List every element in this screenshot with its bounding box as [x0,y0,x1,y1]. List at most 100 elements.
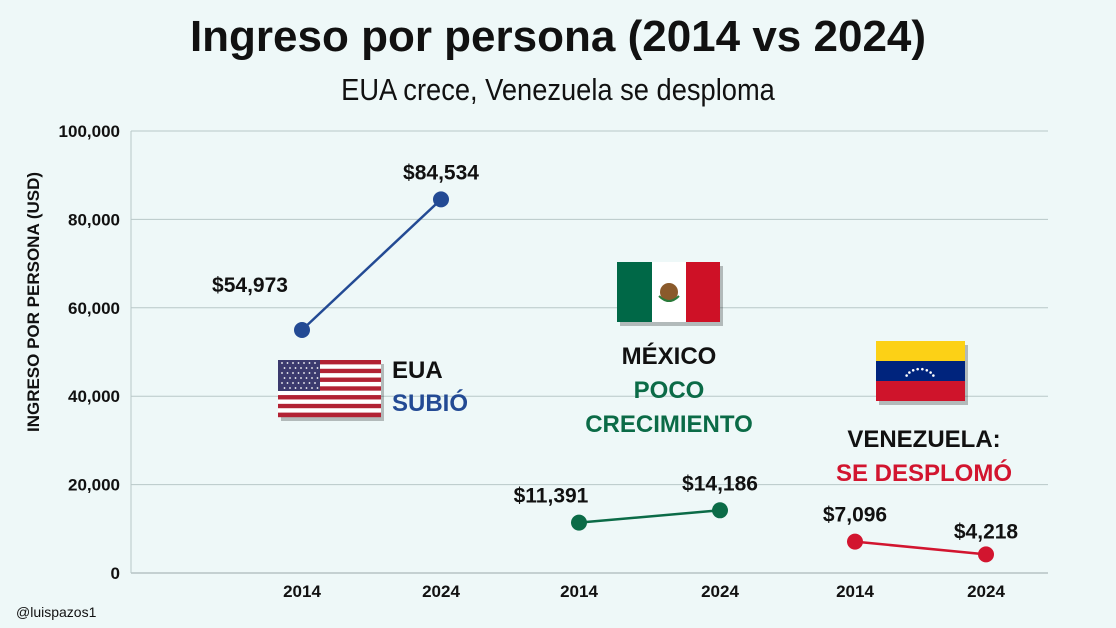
annotation-status: SE DESPLOMÓ [836,459,1012,487]
series-line [854,540,987,556]
flag-star [303,362,305,364]
flag-star [311,387,313,389]
flag-star [311,367,313,369]
annotation-status: CRECIMIENTO [585,411,753,438]
flag-band [876,341,965,361]
flag-star [308,362,311,364]
flag-stripe [278,364,381,369]
flag-star [281,372,283,374]
x-tick-label: 2014 [836,582,874,601]
flag-stripe [278,360,381,365]
flag-star [292,382,294,384]
x-tick-label: 2014 [560,582,598,601]
flag-band [617,262,652,322]
data-label: $7,096 [823,504,887,527]
x-tick-label: 2024 [967,582,1005,601]
flag-stripe [278,377,381,383]
flag-star [316,387,319,389]
flag-star [305,387,308,389]
flag-star [905,374,908,377]
y-axis-label: INGRESO POR PERSONA (USD) [24,172,43,432]
flag-star [292,372,294,374]
data-label: $14,186 [682,472,758,495]
flag-star [300,377,302,379]
flag-star [294,377,297,379]
flag-star [283,367,286,369]
flag-stripe [278,399,381,405]
y-tick-label: 80,000 [68,210,120,229]
flag-star [305,367,308,369]
flag-stripe [278,373,381,378]
flag-star [305,377,308,379]
flag-star [286,372,289,374]
flag-star [281,382,283,384]
flag-star [925,369,929,372]
flag-star [283,387,286,389]
data-point [433,191,449,208]
flag-stripe [278,412,381,418]
data-label: $4,218 [954,520,1019,543]
flag-stripe [278,395,381,400]
flag-star [297,362,300,364]
y-tick-label: 40,000 [68,387,120,406]
data-label: $84,534 [403,161,479,184]
flag-star [314,372,316,374]
data-point [978,546,994,563]
series-0: $54,973 $84,534 [212,161,479,339]
flag-emblem-wreath [658,295,680,302]
credit: @luispazos1 [16,604,97,620]
flag-star [303,372,305,374]
flag-star [294,387,297,389]
flag-stripe [278,368,381,374]
flag-star [929,371,932,374]
series-line [578,509,721,524]
flag-star [281,362,283,364]
flag-stripe [278,390,381,396]
flag-band [686,262,720,322]
flag-star [297,372,300,374]
data-label: $54,973 [212,274,288,297]
flag-canton [278,360,320,391]
data-point [294,322,310,339]
flag-star [308,372,311,374]
flag-star [283,377,286,379]
flag-stripe [278,408,381,413]
data-point [571,514,587,531]
flag-stripe [278,403,381,409]
flag-star [314,382,316,384]
annotation-status: SUBIÓ [392,389,468,417]
annotation-country: EUA [392,357,443,384]
flag-star [908,371,911,374]
chart-title: Ingreso por persona (2014 vs 2024) [189,12,927,61]
annotation-country: MÉXICO [622,342,717,370]
flag-star [289,367,291,369]
flag-star [286,362,289,364]
flag-star [921,367,924,371]
x-tick-label: 2024 [701,582,739,601]
flag-star [289,387,291,389]
y-tick-label: 60,000 [68,299,120,318]
data-label: $11,391 [514,485,589,508]
mexico-flag-icon [617,262,723,326]
flag-stripe [278,386,381,391]
y-tick-label: 0 [111,564,120,583]
flag-star [916,367,919,371]
data-point [847,533,863,550]
y-tick-label: 20,000 [68,476,120,495]
flag-star [292,362,294,364]
flag-star [303,382,305,384]
y-tick-label: 100,000 [59,122,120,141]
flag-stripe [278,381,381,387]
flag-star [286,382,289,384]
flag-star [294,367,297,369]
flag-star [289,377,291,379]
data-point [712,502,728,519]
flag-star [316,367,319,369]
x-tick-label: 2024 [422,582,460,601]
flag-star [300,387,302,389]
flag-star [308,382,311,384]
series-line [301,198,442,331]
annotation-status: POCO [634,377,705,404]
flag-star [932,374,935,377]
